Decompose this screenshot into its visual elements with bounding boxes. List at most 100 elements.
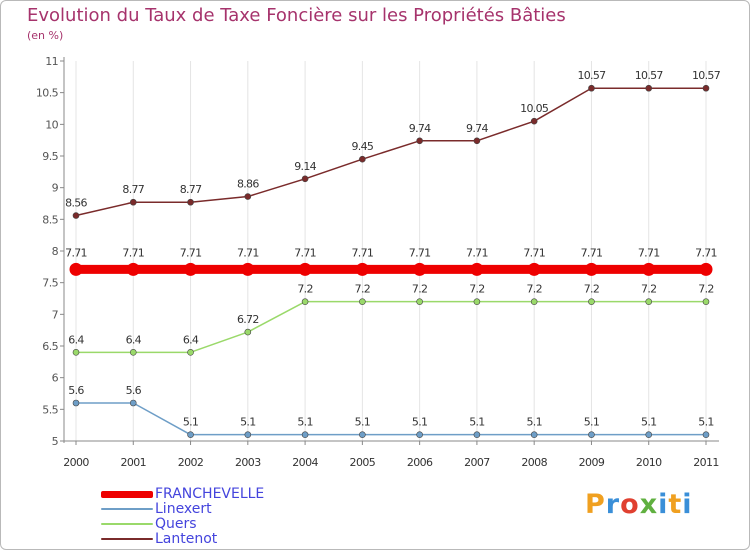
data-label-linexert: 5.1 <box>297 416 312 429</box>
data-label-franchevelle: 7.71 <box>409 246 431 259</box>
data-point-franchevelle <box>355 262 369 276</box>
data-point-linexert <box>244 431 252 438</box>
x-tick-label: 2000 <box>63 456 89 469</box>
y-tick-label: 10.5 <box>36 87 59 100</box>
data-point-lantenot <box>187 198 194 206</box>
legend-label-linexert: Linexert <box>155 501 212 517</box>
data-point-linexert <box>187 431 194 438</box>
logo-letter: r <box>605 489 621 520</box>
data-point-franchevelle <box>470 262 484 276</box>
data-label-franchevelle: 7.71 <box>695 246 717 259</box>
series-line-linexert <box>75 402 707 436</box>
y-tick-label: 5.5 <box>42 403 58 416</box>
y-tick-label: 8 <box>52 245 59 258</box>
data-label-franchevelle: 7.71 <box>466 246 488 259</box>
legend-label-franchevelle: FRANCHEVELLE <box>155 486 265 502</box>
y-tick-label: 10 <box>45 118 58 131</box>
x-tick-label: 2009 <box>579 456 605 469</box>
data-point-franchevelle <box>584 262 598 276</box>
legend-item-quers: Quers <box>101 516 361 532</box>
legend-swatch-quers <box>101 523 153 525</box>
data-point-franchevelle <box>642 262 656 276</box>
data-point-quers <box>244 328 252 336</box>
data-point-lantenot <box>473 137 481 145</box>
x-tick-label: 2004 <box>292 456 318 469</box>
data-point-linexert <box>702 431 710 438</box>
data-label-linexert: 5.1 <box>355 416 370 429</box>
data-label-lantenot: 9.45 <box>352 140 374 153</box>
chart-title: Evolution du Taux de Taxe Foncière sur l… <box>27 5 566 26</box>
data-label-lantenot: 9.14 <box>294 160 316 173</box>
legend-swatch-franchevelle <box>101 491 153 498</box>
legend-swatch-linexert <box>101 508 153 510</box>
data-point-lantenot <box>416 137 423 145</box>
data-point-linexert <box>530 431 538 438</box>
data-label-franchevelle: 7.71 <box>352 246 374 259</box>
data-point-franchevelle <box>184 262 198 276</box>
data-point-linexert <box>301 431 309 438</box>
legend-swatch-lantenot <box>101 538 153 540</box>
legend-label-quers: Quers <box>155 516 197 532</box>
data-point-quers <box>588 298 595 305</box>
data-point-quers <box>129 349 137 356</box>
data-point-franchevelle <box>527 262 541 276</box>
x-tick-label: 2010 <box>636 456 662 469</box>
data-label-quers: 6.4 <box>183 333 199 346</box>
data-label-lantenot: 10.57 <box>635 69 664 82</box>
data-label-linexert: 5.1 <box>469 416 484 429</box>
data-point-linexert <box>129 399 137 407</box>
logo-letter: x <box>639 489 659 520</box>
y-tick-label: 11 <box>45 55 58 68</box>
logo-letter: P <box>585 489 606 520</box>
data-point-franchevelle <box>69 262 83 276</box>
data-point-linexert <box>416 431 423 438</box>
data-label-linexert: 5.6 <box>68 384 84 397</box>
data-point-franchevelle <box>126 262 140 276</box>
y-tick-label: 9.5 <box>42 150 58 163</box>
data-point-quers <box>416 298 423 305</box>
x-tick-label: 2005 <box>350 456 376 469</box>
series-line-quers <box>75 300 707 354</box>
x-tick-label: 2008 <box>521 456 547 469</box>
data-label-quers: 7.2 <box>641 283 656 296</box>
data-point-lantenot <box>301 175 309 183</box>
data-point-lantenot <box>530 117 538 125</box>
data-label-lantenot: 9.74 <box>466 122 488 135</box>
data-point-lantenot <box>645 84 653 92</box>
data-label-franchevelle: 7.71 <box>237 246 259 259</box>
data-point-quers <box>473 298 481 305</box>
logo-letter: t <box>668 489 683 520</box>
x-tick-label: 2006 <box>407 456 433 469</box>
data-label-quers: 7.2 <box>698 283 713 296</box>
data-label-linexert: 5.1 <box>584 416 599 429</box>
data-label-franchevelle: 7.71 <box>638 246 660 259</box>
data-label-quers: 6.4 <box>68 333 84 346</box>
data-point-linexert <box>473 431 481 438</box>
data-label-franchevelle: 7.71 <box>581 246 603 259</box>
chart-subtitle: (en %) <box>27 29 64 42</box>
data-label-lantenot: 8.56 <box>65 197 87 210</box>
data-label-lantenot: 10.57 <box>692 69 721 82</box>
logo-letter: i <box>658 489 669 520</box>
y-tick-label: 7.5 <box>42 277 58 290</box>
data-point-franchevelle <box>413 262 427 276</box>
data-label-linexert: 5.1 <box>240 416 255 429</box>
data-point-linexert <box>72 399 80 407</box>
data-point-lantenot <box>72 212 80 219</box>
data-label-quers: 7.2 <box>526 283 541 296</box>
y-tick-label: 6.5 <box>42 340 58 353</box>
data-label-quers: 7.2 <box>355 283 370 296</box>
x-tick-label: 2007 <box>464 456 490 469</box>
data-point-quers <box>187 349 194 356</box>
y-tick-label: 7 <box>52 308 59 321</box>
logo-letter: o <box>620 489 640 520</box>
x-tick-label: 2003 <box>235 456 261 469</box>
data-label-lantenot: 8.86 <box>237 178 259 191</box>
data-point-lantenot <box>588 84 595 92</box>
data-point-linexert <box>588 431 595 438</box>
data-label-linexert: 5.1 <box>412 416 427 429</box>
data-point-linexert <box>359 431 366 438</box>
data-label-franchevelle: 7.71 <box>122 246 144 259</box>
data-label-lantenot: 9.74 <box>409 122 431 135</box>
